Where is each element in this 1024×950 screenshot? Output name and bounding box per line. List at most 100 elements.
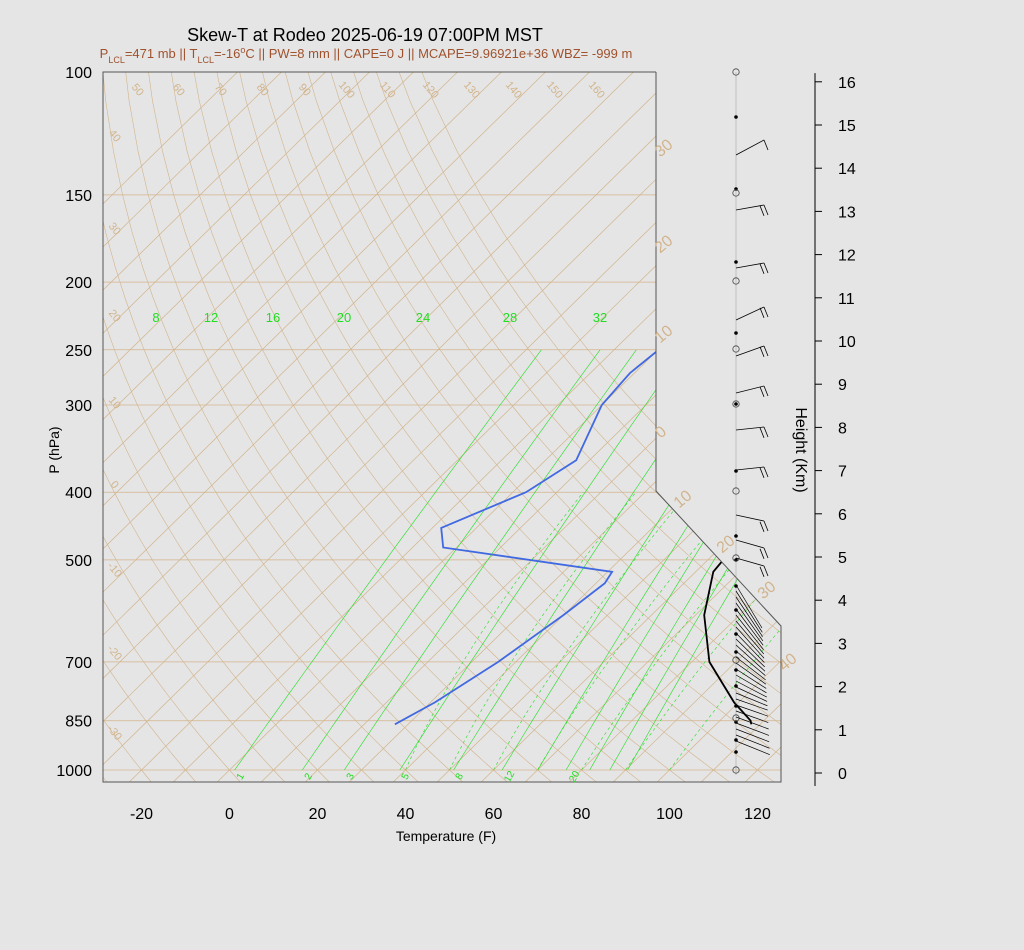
wind-barb [735,656,766,681]
dry-adiabat [0,40,64,785]
x-tick-label: -20 [130,806,153,823]
x-tick-label: 60 [485,806,503,823]
wind-barb [735,668,767,689]
isotherm [478,72,781,782]
wind-level-circle [732,277,740,285]
isotherm [103,72,403,782]
moist-adiabat [537,492,742,771]
wind-level-dot [734,750,738,754]
moist-adiabat [493,492,690,771]
subtitle-segment-4: =-16 [214,46,240,61]
wind-barb [735,674,767,694]
wind-level-dot [734,632,738,636]
subtitle-segment-6: C || PW=8 mm || CAPE=0 J || MCAPE=9.9692… [245,46,632,61]
subtitle-segment-3: LCL [197,55,214,65]
wind-barb [735,716,769,730]
wind-barb [735,426,765,431]
isotherm [874,40,1024,785]
wind-barb [735,710,769,723]
mixing-ratio-line [609,349,781,771]
dry-adiabat [103,72,154,782]
wind-barb-flag [759,205,765,216]
dry-adiabat [103,72,110,782]
isotherm-edge-label: 10 [671,487,696,512]
wind-barb-flag [763,547,769,559]
isotherm [103,72,755,782]
wind-barb-flag [759,427,765,438]
wind-barb [735,722,770,736]
wind-barb [735,590,763,633]
isotherm [103,72,623,782]
isotherm [103,72,447,782]
wind-level-circle [732,554,740,562]
dry-adiabat [386,72,781,782]
height-tick-label: 11 [838,291,855,308]
mixing-ratio-label: 28 [503,310,517,325]
height-tick-label: 10 [838,334,856,351]
mixing-ratio-label: 20 [337,310,351,325]
isotherm [918,40,1024,785]
dry-adiabat [121,72,556,782]
mixing-ratio-bottom-label: 2 [303,771,316,782]
pressure-tick-label: 150 [65,188,92,205]
isotherm [434,72,781,782]
wind-barb [735,650,766,676]
plot-area [103,72,781,782]
height-tick-label: 9 [838,377,847,394]
wind-barb [735,740,770,755]
isotherm [566,72,781,782]
wind-barb-flag [763,306,769,318]
wind-barb-flag [763,345,769,357]
wind-barb-flag [759,263,765,274]
isotherm [170,72,781,782]
height-tick-label: 16 [838,75,856,92]
mixing-ratio-bottom-label: 20 [567,769,582,785]
height-tick-label: 0 [838,766,847,783]
dry-adiabat [103,72,333,782]
isotherm [830,40,1024,785]
wind-barb-flag [763,262,769,274]
wind-barb-flag [759,386,765,397]
mixing-ratio-bottom-label: 8 [454,771,467,782]
wind-barb [735,698,768,711]
chart-title: Skew-T at Rodeo 2025-06-19 07:00PM MST [187,25,543,45]
mixing-ratio-line [627,349,781,771]
wind-level-dot [734,402,738,406]
x-tick-label: 120 [744,806,771,823]
wind-barb [735,614,764,650]
wind-barb-flag [763,466,769,478]
height-tick-label: 13 [838,204,856,221]
wind-level-dot [734,650,738,654]
mixing-ratio-line [344,349,637,771]
isotherm [962,40,1024,785]
wind-level-circle [732,345,740,353]
height-tick-label: 6 [838,507,847,524]
chart-subtitle: PLCL=471 mb || TLCL=-16oC || PW=8 mm || … [100,45,633,65]
mixing-ratio-label: 16 [266,310,280,325]
wind-barb [735,306,765,321]
wind-barb [735,626,765,659]
dry-adiabat [409,72,781,782]
mixing-ratio-line [234,349,542,771]
dry-adiabat [320,72,781,782]
wind-barb-flag [759,548,765,559]
pressure-tick-label: 300 [65,398,92,415]
subtitle-segment-2: =471 mb || T [125,46,198,61]
wind-barb-flag [763,565,769,577]
isotherm [258,72,781,782]
wind-barb [735,686,768,702]
height-tick-label: 4 [838,593,847,610]
x-tick-label: 100 [656,806,683,823]
height-tick-label: 1 [838,723,847,740]
wind-barb [735,638,765,668]
wind-barb [735,514,765,522]
dry-adiabat [298,72,781,782]
subtitle-segment-5: o [240,45,245,55]
dry-adiabat [143,72,600,782]
isotherm [103,72,667,782]
pressure-tick-label: 500 [65,553,92,570]
isotherm [103,72,711,782]
wind-level-dot [734,704,738,708]
